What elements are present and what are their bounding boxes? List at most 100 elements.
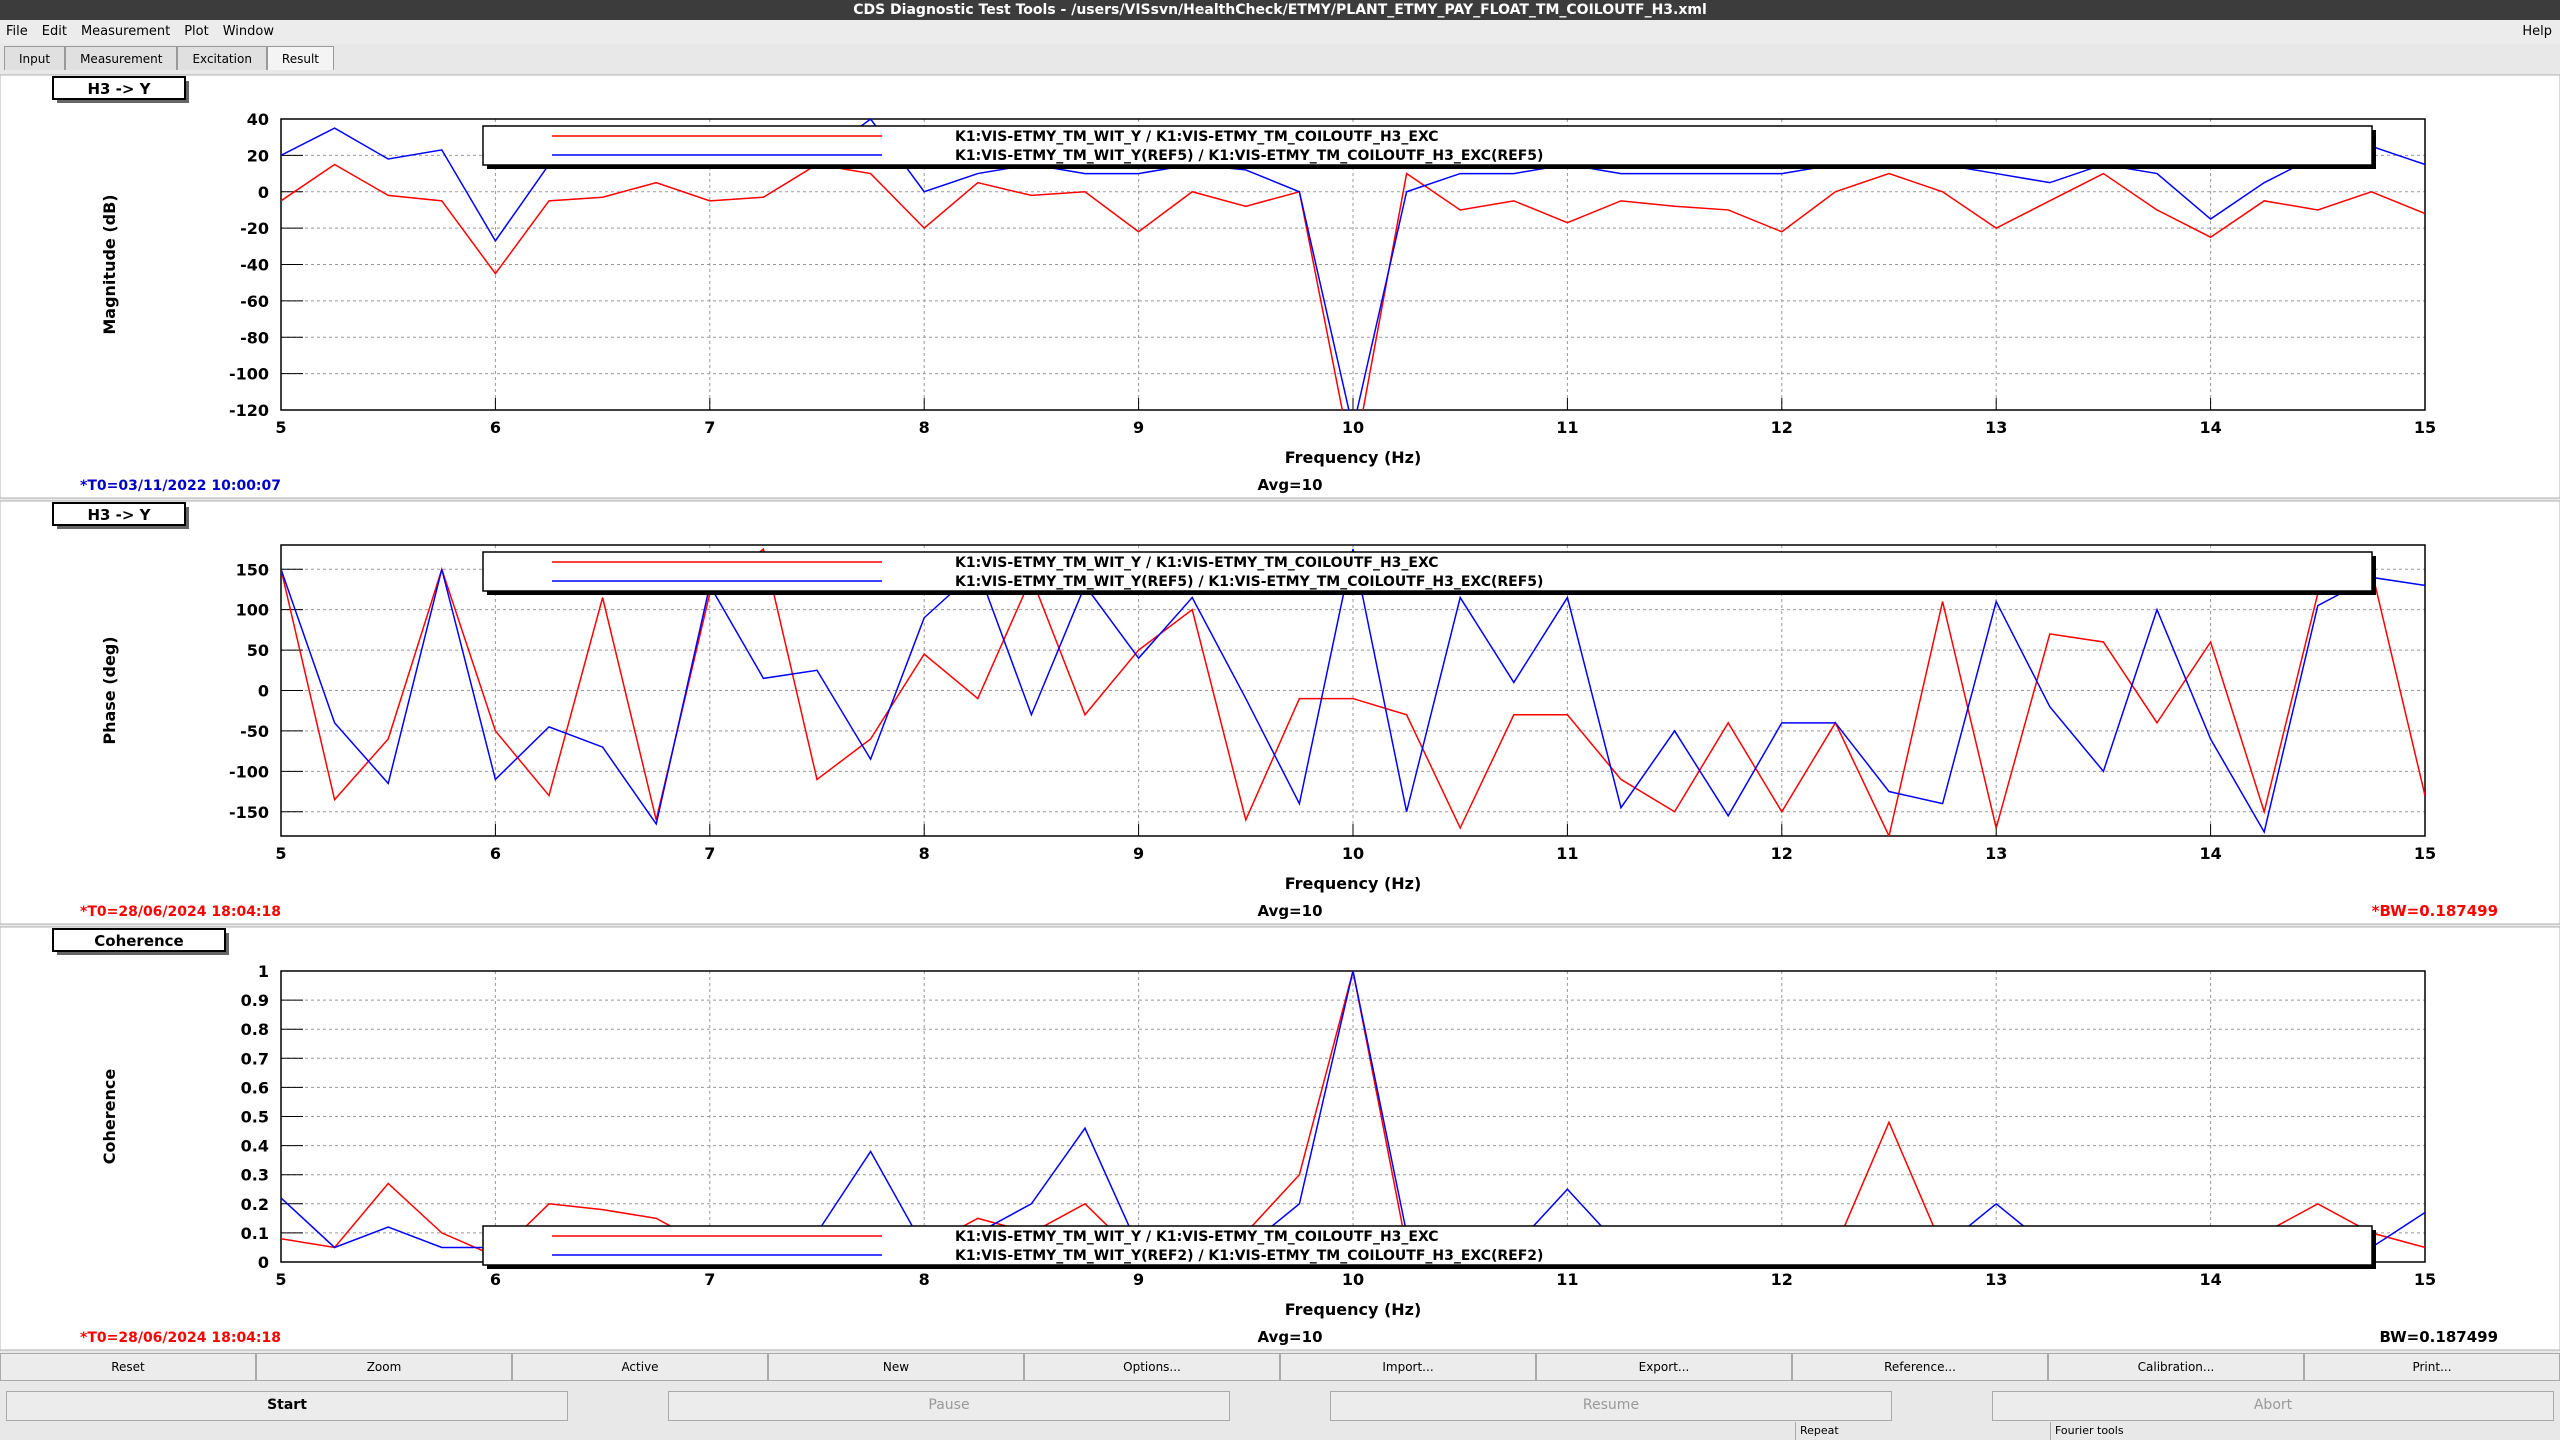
y-tick-label: 0.3 bbox=[241, 1166, 269, 1185]
title-box bbox=[52, 76, 186, 100]
legend-label: K1:VIS-ETMY_TM_WIT_Y(REF5) / K1:VIS-ETMY… bbox=[955, 574, 1543, 590]
x-tick-label: 5 bbox=[275, 1270, 286, 1289]
window-title: CDS Diagnostic Test Tools - /users/VISsv… bbox=[0, 0, 2560, 20]
menu-item[interactable]: Measurement bbox=[80, 24, 171, 39]
control-button: Resume bbox=[1330, 1391, 1892, 1421]
y-tick-label: 50 bbox=[247, 641, 269, 660]
y-tick-label: 100 bbox=[236, 601, 269, 620]
bw-label: *BW=0.187499 bbox=[2372, 902, 2498, 920]
y-axis-label: Phase (deg) bbox=[100, 636, 119, 744]
x-tick-label: 7 bbox=[704, 1270, 715, 1289]
toolbar-button[interactable]: New bbox=[768, 1353, 1024, 1381]
y-tick-label: 40 bbox=[247, 110, 269, 129]
toolbar-button[interactable]: Export... bbox=[1536, 1353, 1792, 1381]
y-tick-label: 0.8 bbox=[241, 1020, 269, 1039]
avg-label: Avg=10 bbox=[1257, 1328, 1322, 1346]
tab[interactable]: Result bbox=[266, 46, 334, 70]
toolbar-button[interactable]: Import... bbox=[1280, 1353, 1536, 1381]
x-axis-label: Frequency (Hz) bbox=[1285, 448, 1422, 467]
legend-label: K1:VIS-ETMY_TM_WIT_Y(REF5) / K1:VIS-ETMY… bbox=[955, 148, 1543, 164]
y-tick-label: 0.6 bbox=[241, 1078, 269, 1097]
series-line bbox=[281, 548, 2425, 834]
x-tick-label: 9 bbox=[1133, 418, 1144, 437]
legend-box bbox=[482, 125, 2373, 166]
menu-item[interactable]: Edit bbox=[41, 24, 67, 39]
panel-background bbox=[0, 926, 2560, 1351]
y-tick-label: 0 bbox=[258, 1253, 269, 1272]
series-line bbox=[281, 547, 2425, 836]
x-tick-label: 13 bbox=[1985, 418, 2007, 437]
x-tick-label: 9 bbox=[1133, 1270, 1144, 1289]
x-tick-label: 11 bbox=[1556, 1270, 1578, 1289]
x-tick-label: 6 bbox=[490, 1270, 501, 1289]
x-tick-label: 5 bbox=[275, 844, 286, 863]
panel-title: H3 -> Y bbox=[87, 506, 151, 524]
bw-label: BW=0.187499 bbox=[2380, 1328, 2498, 1346]
y-tick-label: 0 bbox=[258, 183, 269, 202]
avg-label: Avg=10 bbox=[1257, 902, 1322, 920]
panel-title: H3 -> Y bbox=[87, 80, 151, 98]
x-axis-label: Frequency (Hz) bbox=[1285, 874, 1422, 893]
x-tick-label: 11 bbox=[1556, 844, 1578, 863]
x-tick-label: 14 bbox=[2199, 1270, 2221, 1289]
chart-panel: Coherence 1 0.9 0.8 0.7 0.6 0.5 0.4 0.3 0.2 0.1 05 6… bbox=[0, 926, 2560, 1351]
toolbar-button[interactable]: Print... bbox=[2304, 1353, 2560, 1381]
y-tick-label: 0 bbox=[258, 682, 269, 701]
status-field: Repeat bbox=[1795, 1422, 1839, 1440]
y-tick-label: -120 bbox=[229, 401, 269, 420]
x-tick-label: 6 bbox=[490, 844, 501, 863]
menu-item[interactable]: File bbox=[6, 24, 28, 39]
series-line bbox=[281, 163, 2425, 410]
x-tick-label: 15 bbox=[2414, 1270, 2436, 1289]
y-axis-label: Coherence bbox=[100, 1069, 119, 1165]
menu-item[interactable]: Plot bbox=[184, 24, 209, 39]
x-tick-label: 12 bbox=[1771, 418, 1793, 437]
tab[interactable]: Excitation bbox=[177, 46, 267, 70]
panel-title: Coherence bbox=[94, 932, 183, 950]
title-box bbox=[52, 502, 186, 526]
chart-panel: H3 -> Y 150 100 50 0 -50 -100 -150 5 6 7 8 9 10 11 12 13… bbox=[0, 500, 2560, 925]
x-tick-label: 14 bbox=[2199, 844, 2221, 863]
x-tick-label: 8 bbox=[919, 844, 930, 863]
y-tick-label: 0.2 bbox=[241, 1195, 269, 1214]
x-tick-label: 14 bbox=[2199, 418, 2221, 437]
menu-item[interactable]: Window bbox=[222, 24, 274, 39]
toolbar: Reset Zoom Active New Options... Import... Exp… bbox=[0, 1353, 2560, 1381]
x-tick-label: 11 bbox=[1556, 418, 1578, 437]
x-tick-label: 13 bbox=[1985, 1270, 2007, 1289]
legend-label: K1:VIS-ETMY_TM_WIT_Y(REF2) / K1:VIS-ETMY… bbox=[955, 1248, 1543, 1264]
x-tick-label: 6 bbox=[490, 418, 501, 437]
y-tick-label: -50 bbox=[240, 722, 269, 741]
menu-bar: File Edit Measurement Plot Window bbox=[0, 20, 2560, 44]
toolbar-button[interactable]: Calibration... bbox=[2048, 1353, 2304, 1381]
x-axis-label: Frequency (Hz) bbox=[1285, 1300, 1422, 1319]
y-tick-label: -100 bbox=[229, 762, 269, 781]
toolbar-button[interactable]: Reference... bbox=[1792, 1353, 2048, 1381]
legend-label: K1:VIS-ETMY_TM_WIT_Y / K1:VIS-ETMY_TM_CO… bbox=[955, 555, 1439, 571]
t0-label: *T0=28/06/2024 18:04:18 bbox=[80, 904, 281, 920]
toolbar-button[interactable]: Zoom bbox=[256, 1353, 512, 1381]
x-tick-label: 13 bbox=[1985, 844, 2007, 863]
y-tick-label: 150 bbox=[236, 560, 269, 579]
y-tick-label: 0.7 bbox=[241, 1049, 269, 1068]
x-tick-label: 15 bbox=[2414, 844, 2436, 863]
status-field: Fourier tools bbox=[2050, 1422, 2124, 1440]
x-tick-label: 10 bbox=[1342, 844, 1364, 863]
controls: Start Pause Resume Abort bbox=[0, 1391, 2560, 1421]
control-button[interactable]: Start bbox=[6, 1391, 568, 1421]
y-tick-label: -60 bbox=[240, 292, 269, 311]
control-button: Pause bbox=[668, 1391, 1230, 1421]
tab[interactable]: Measurement bbox=[65, 46, 178, 70]
y-axis-label: Magnitude (dB) bbox=[100, 194, 119, 334]
toolbar-button[interactable]: Reset bbox=[0, 1353, 256, 1381]
x-tick-label: 10 bbox=[1342, 418, 1364, 437]
tab[interactable]: Input bbox=[4, 46, 66, 70]
x-tick-label: 7 bbox=[704, 418, 715, 437]
toolbar-button[interactable]: Options... bbox=[1024, 1353, 1280, 1381]
menu-help[interactable]: Help bbox=[2522, 24, 2552, 39]
avg-label: Avg=10 bbox=[1257, 476, 1322, 494]
x-tick-label: 15 bbox=[2414, 418, 2436, 437]
tab-bar: Input Measurement Excitation Result bbox=[4, 46, 334, 70]
toolbar-button[interactable]: Active bbox=[512, 1353, 768, 1381]
x-tick-label: 9 bbox=[1133, 844, 1144, 863]
